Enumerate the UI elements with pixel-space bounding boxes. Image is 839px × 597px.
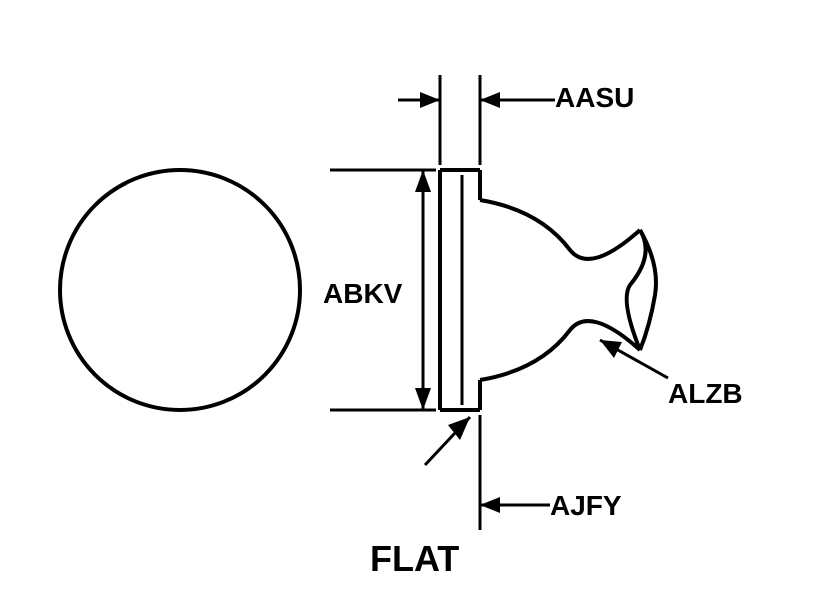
- technical-diagram: AASU ABKV ALZB AJFY FLAT: [0, 0, 839, 592]
- diagram-svg: [0, 0, 839, 592]
- aasu-dimension: [398, 75, 555, 165]
- alzb-label: ALZB: [668, 378, 743, 410]
- flat-title: FLAT: [370, 538, 459, 580]
- ajfy-label: AJFY: [550, 490, 622, 522]
- aasu-label: AASU: [555, 82, 634, 114]
- abkv-label: ABKV: [323, 278, 402, 310]
- side-view-profile: [440, 170, 656, 410]
- front-view-circle: [60, 170, 300, 410]
- ajfy-dimension: [425, 415, 550, 530]
